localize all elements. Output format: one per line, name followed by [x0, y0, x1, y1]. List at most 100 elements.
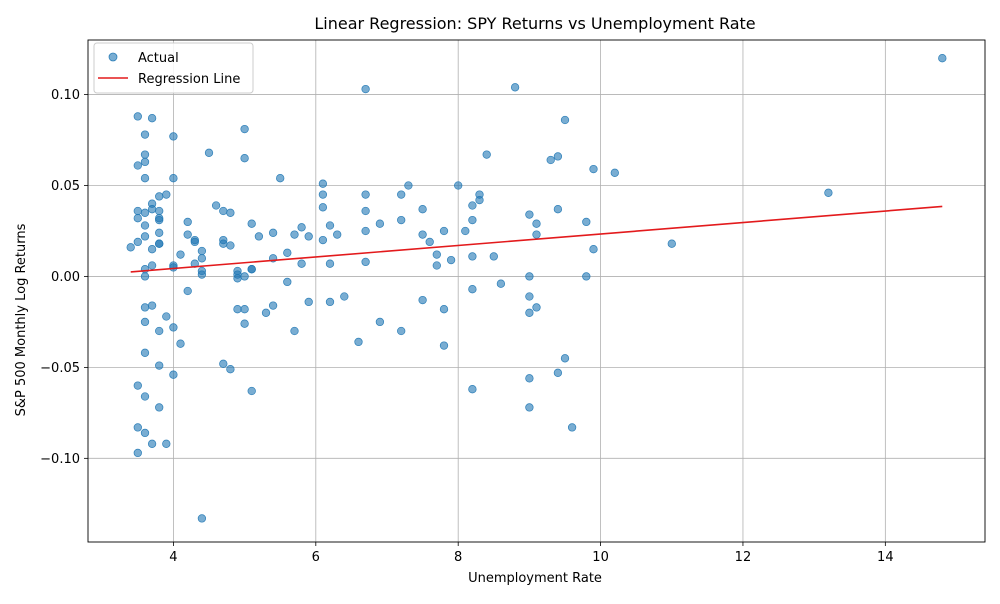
data-point	[240, 319, 249, 328]
data-point	[318, 235, 328, 245]
data-point	[397, 326, 406, 336]
legend-marker-actual	[108, 52, 118, 62]
data-point	[482, 150, 491, 159]
data-point	[147, 205, 157, 214]
data-point	[233, 305, 242, 314]
data-point	[155, 192, 164, 201]
data-point	[468, 385, 477, 394]
data-point	[375, 219, 385, 228]
data-point	[169, 132, 178, 141]
data-point	[283, 248, 292, 257]
data-point	[147, 439, 157, 448]
y-axis-ticks: −0.10 −0.05 0.00 0.05 0.10	[40, 88, 88, 467]
data-point	[219, 239, 228, 248]
data-point	[147, 114, 157, 123]
data-point	[133, 112, 142, 121]
data-point	[525, 308, 534, 317]
data-point	[589, 245, 598, 254]
scatter-points	[126, 54, 947, 523]
data-point	[439, 341, 449, 350]
data-point	[226, 241, 235, 250]
data-point	[567, 423, 577, 432]
data-point	[226, 365, 235, 374]
data-point	[418, 205, 427, 214]
y-tick-label: 0.05	[51, 179, 80, 194]
data-point	[304, 232, 313, 241]
y-axis-label: S&P 500 Monthly Log Returns	[14, 223, 29, 416]
data-point	[589, 164, 598, 174]
x-axis-ticks: 4 6 8 10 12 14	[169, 542, 894, 565]
data-point	[290, 230, 299, 239]
data-point	[432, 261, 441, 270]
data-point	[133, 161, 142, 170]
data-point	[432, 250, 441, 259]
legend-label-regression: Regression Line	[138, 72, 240, 87]
data-point	[525, 374, 534, 383]
y-tick-label: 0.10	[51, 88, 80, 103]
legend: Actual Regression Line	[93, 42, 254, 94]
data-point	[546, 155, 555, 165]
data-point	[553, 368, 563, 377]
data-point	[190, 237, 199, 247]
data-point	[126, 243, 135, 252]
data-point	[155, 361, 164, 370]
data-point	[155, 326, 164, 336]
data-point	[183, 230, 192, 239]
data-point	[155, 403, 164, 412]
x-tick-label: 6	[312, 550, 320, 565]
data-point	[397, 190, 406, 199]
data-point	[140, 232, 150, 241]
data-point	[240, 124, 249, 134]
data-point	[418, 230, 427, 239]
data-point	[140, 157, 150, 167]
data-point	[525, 210, 534, 219]
data-point	[340, 292, 349, 301]
x-tick-label: 14	[877, 550, 894, 565]
data-point	[439, 305, 449, 314]
legend-box	[93, 42, 254, 94]
data-point	[268, 228, 278, 237]
data-point	[133, 448, 142, 458]
data-point	[247, 265, 256, 274]
data-point	[133, 423, 142, 432]
y-tick-label: −0.05	[40, 361, 80, 376]
data-point	[219, 359, 228, 368]
data-point	[938, 54, 947, 63]
data-point	[361, 257, 370, 267]
data-point	[325, 297, 335, 307]
data-point	[169, 370, 178, 379]
x-tick-label: 4	[169, 550, 177, 565]
data-point	[233, 274, 242, 283]
data-point	[468, 201, 477, 210]
data-point	[560, 354, 570, 363]
data-point	[147, 301, 157, 310]
data-point	[140, 150, 150, 159]
data-point	[318, 190, 328, 199]
data-point	[525, 272, 534, 281]
x-tick-label: 10	[592, 550, 609, 565]
data-point	[439, 226, 449, 236]
data-point	[140, 130, 150, 139]
data-point	[553, 152, 563, 161]
data-point	[318, 179, 328, 188]
data-point	[397, 215, 406, 225]
data-point	[169, 261, 178, 270]
data-point	[169, 174, 178, 183]
data-point	[532, 230, 541, 239]
data-point	[197, 514, 207, 523]
data-point	[140, 174, 150, 183]
x-tick-label: 12	[735, 550, 752, 565]
data-point	[290, 326, 299, 336]
data-point	[268, 301, 278, 310]
data-point	[304, 297, 313, 307]
data-point	[510, 83, 520, 92]
data-point	[582, 217, 591, 227]
data-point	[240, 305, 249, 314]
data-point	[325, 221, 335, 230]
data-point	[425, 237, 434, 247]
data-point	[532, 219, 541, 228]
data-point	[183, 217, 192, 227]
data-point	[197, 270, 207, 279]
